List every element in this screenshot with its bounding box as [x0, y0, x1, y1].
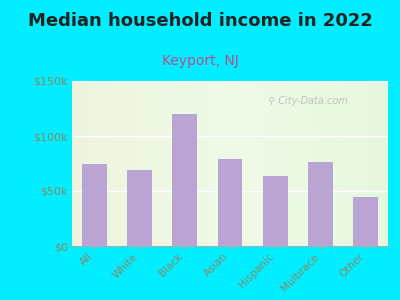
Bar — [172, 114, 197, 246]
Bar — [218, 159, 242, 246]
Bar — [82, 164, 107, 246]
Bar — [353, 196, 378, 246]
Bar — [308, 162, 333, 246]
Bar — [263, 176, 288, 246]
Text: ⚲ City-Data.com: ⚲ City-Data.com — [268, 96, 348, 106]
Bar — [127, 170, 152, 246]
Text: Median household income in 2022: Median household income in 2022 — [28, 12, 372, 30]
Text: Keyport, NJ: Keyport, NJ — [162, 54, 238, 68]
